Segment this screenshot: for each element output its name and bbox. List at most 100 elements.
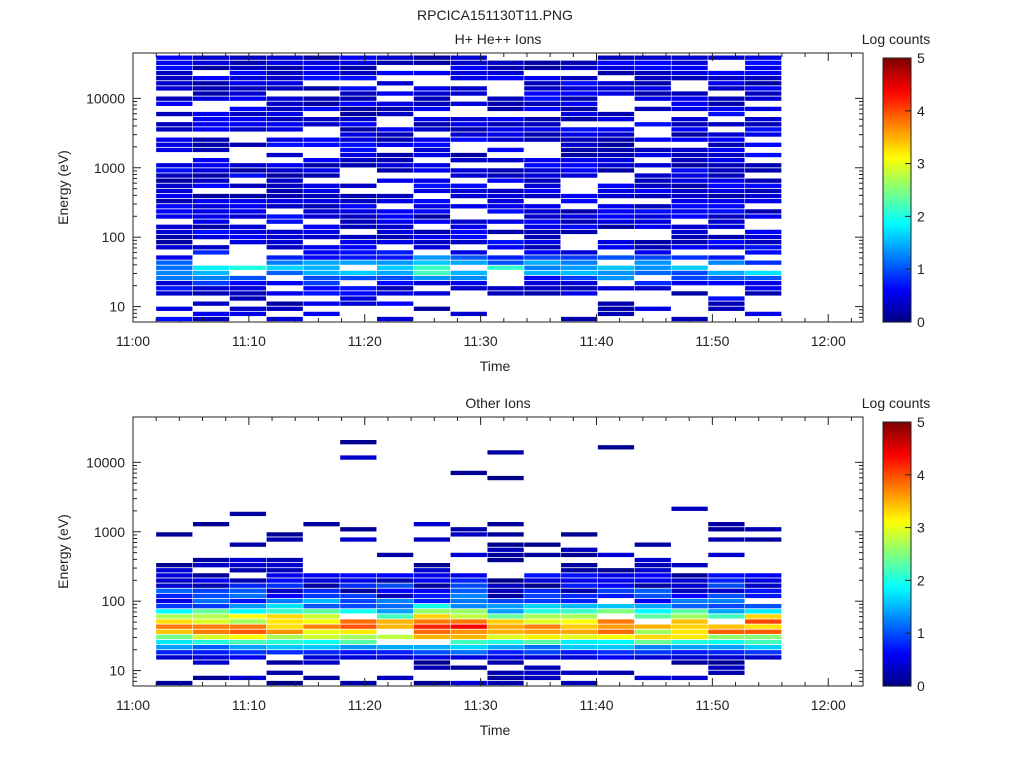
heatmap-cell	[377, 583, 414, 588]
heatmap-cell	[229, 542, 267, 547]
heatmap-cell	[561, 219, 598, 224]
heatmap-cell	[192, 301, 230, 306]
heatmap-cell	[266, 609, 303, 614]
heatmap-cell	[229, 60, 267, 65]
colorbar-step	[883, 270, 911, 274]
heatmap-cell	[156, 163, 193, 168]
heatmap-cell	[377, 598, 414, 604]
heatmap-cell	[708, 132, 745, 137]
heatmap-cell	[156, 81, 193, 86]
x-tick-label: 11:10	[232, 333, 266, 349]
heatmap-cell	[524, 675, 561, 681]
colorbar-step	[883, 152, 911, 156]
plot-frame	[132, 52, 864, 323]
heatmap-cell	[671, 76, 708, 81]
colorbar-step	[883, 560, 911, 563]
heatmap-cell	[708, 219, 745, 224]
heatmap-cell	[229, 593, 267, 599]
heatmap-cell	[229, 193, 267, 199]
heatmap-cell	[671, 199, 708, 204]
heatmap-cell	[524, 101, 561, 106]
colorbar-step	[883, 644, 911, 648]
heatmap-cell	[303, 158, 340, 163]
heatmap-cell	[266, 199, 303, 204]
heatmap-cell	[266, 316, 303, 322]
heatmap-cell	[524, 65, 561, 71]
heatmap-cell	[634, 624, 671, 629]
heatmap-cell	[745, 127, 782, 132]
heatmap-cell	[303, 588, 340, 593]
heatmap-cell	[377, 91, 414, 96]
heatmap-cell	[192, 281, 230, 286]
heatmap-cell	[413, 645, 451, 650]
heatmap-cell	[745, 614, 782, 619]
colorbar-step	[883, 202, 911, 206]
heatmap-cell	[487, 132, 524, 137]
heatmap-cell	[229, 511, 267, 517]
heatmap-cell	[671, 147, 708, 153]
heatmap-cell	[192, 193, 230, 199]
heatmap-cell	[671, 91, 708, 96]
heatmap-cell	[266, 111, 303, 117]
heatmap-cell	[524, 178, 561, 183]
heatmap-cell	[708, 655, 745, 660]
heatmap-cell	[524, 619, 561, 624]
colorbar-step	[883, 636, 911, 640]
heatmap-cell	[450, 255, 487, 260]
heatmap-cell	[487, 117, 524, 122]
heatmap-cell	[671, 598, 708, 604]
heatmap-cell	[597, 639, 635, 645]
colorbar-step	[883, 578, 911, 582]
heatmap-cell	[487, 660, 524, 665]
heatmap-cell	[229, 91, 267, 96]
heatmap-cell	[597, 158, 635, 163]
heatmap-cell	[303, 639, 340, 645]
heatmap-cell	[634, 542, 671, 547]
heatmap-cell	[413, 578, 451, 583]
heatmap-cell	[487, 70, 524, 76]
heatmap-cell	[671, 137, 708, 142]
heatmap-cell	[229, 240, 267, 245]
heatmap-cell	[487, 219, 524, 224]
heatmap-cell	[450, 240, 487, 245]
heatmap-cell	[340, 537, 377, 542]
heatmap-cell	[266, 563, 303, 568]
colorbar-step	[883, 130, 911, 133]
heatmap-cell	[413, 568, 451, 573]
heatmap-cell	[597, 645, 635, 650]
heatmap-cell	[266, 240, 303, 245]
heatmap-cell	[303, 593, 340, 599]
heatmap-cell	[671, 152, 708, 158]
heatmap-cell	[634, 245, 671, 250]
heatmap-cell	[450, 639, 487, 645]
heatmap-cell	[413, 96, 451, 101]
heatmap-cell	[634, 286, 671, 291]
heatmap-cell	[303, 101, 340, 106]
heatmap-cell	[413, 147, 451, 153]
colorbar-step	[883, 272, 911, 276]
x-tick-label: 11:40	[579, 333, 613, 349]
heatmap-cell	[745, 311, 782, 317]
heatmap-cell	[487, 634, 524, 640]
heatmap-cell	[266, 101, 303, 106]
heatmap-cell	[671, 634, 708, 640]
heatmap-cell	[303, 650, 340, 655]
colorbar-step	[883, 622, 911, 625]
heatmap-cell	[377, 291, 414, 296]
heatmap-cell	[192, 629, 230, 634]
heatmap-cell	[671, 173, 708, 178]
colorbar-step	[883, 68, 911, 71]
heatmap-cell	[156, 224, 193, 229]
heatmap-cell	[487, 240, 524, 245]
colorbar-step	[883, 653, 911, 656]
colorbar-step	[883, 582, 911, 586]
colorbar-step	[883, 545, 911, 549]
heatmap-cell	[634, 96, 671, 101]
heatmap-cell	[450, 275, 487, 281]
colorbar-step	[883, 142, 911, 146]
heatmap-cell	[413, 650, 451, 655]
heatmap-cell	[377, 609, 414, 614]
colorbar-step	[883, 86, 911, 90]
heatmap-cell	[303, 168, 340, 173]
heatmap-cell	[487, 173, 524, 178]
